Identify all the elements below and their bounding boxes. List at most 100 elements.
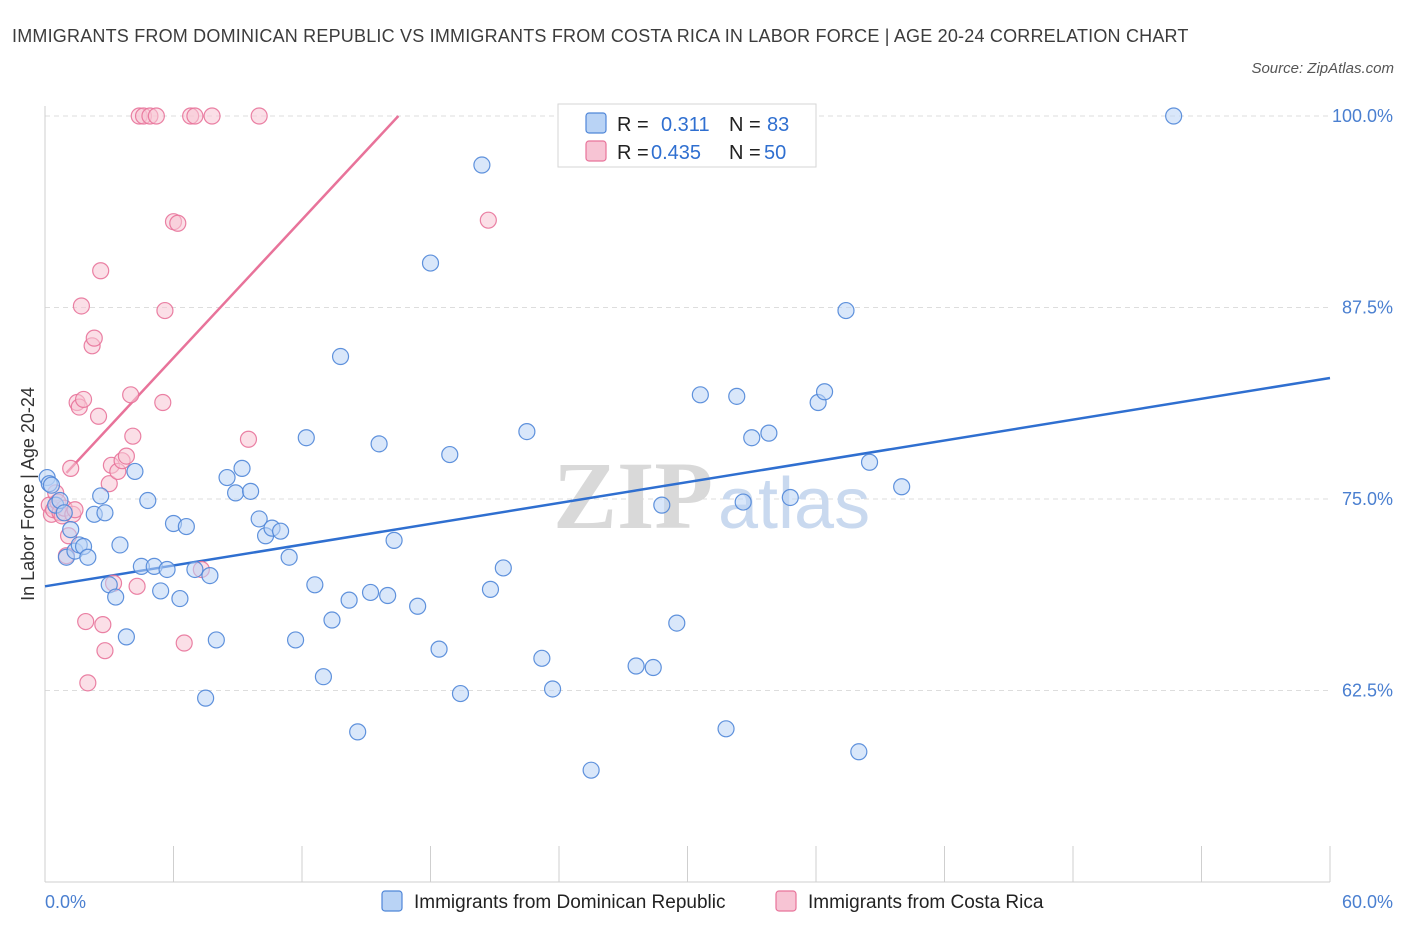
legend-n-label-2: N = — [729, 142, 761, 164]
point-dominican-republic — [92, 487, 110, 505]
point-dominican-republic — [201, 566, 219, 585]
point-costa-rica — [239, 430, 258, 448]
point-dominican-republic — [451, 684, 470, 703]
trend-line-dominican-republic — [44, 376, 1331, 588]
point-dominican-republic — [543, 680, 562, 698]
point-dominican-republic — [340, 591, 358, 609]
x-tick-label-min: 0.0% — [45, 892, 86, 912]
legend-r-label-1: R = — [617, 114, 649, 136]
point-dominican-republic — [781, 488, 799, 507]
y-tick-label: 87.5% — [1342, 298, 1393, 318]
point-dominican-republic — [349, 723, 367, 741]
trend-line-costa-rica — [65, 115, 400, 474]
point-dominican-republic — [379, 586, 397, 605]
point-dominican-republic — [242, 482, 260, 500]
y-tick-label: 62.5% — [1342, 681, 1393, 701]
point-costa-rica — [77, 612, 95, 631]
point-dominican-republic — [107, 588, 125, 606]
point-costa-rica — [169, 214, 187, 232]
point-costa-rica — [156, 301, 174, 320]
point-dominican-republic — [717, 720, 735, 738]
chart-title: IMMIGRANTS FROM DOMINICAN REPUBLIC VS IM… — [12, 26, 1189, 46]
point-dominican-republic — [152, 582, 170, 600]
point-dominican-republic — [55, 504, 73, 522]
point-dominican-republic — [177, 517, 195, 536]
point-dominican-republic — [760, 424, 778, 442]
point-dominican-republic — [644, 658, 662, 677]
point-dominican-republic — [207, 631, 225, 649]
point-dominican-republic — [370, 435, 388, 453]
point-dominican-republic — [197, 689, 215, 707]
point-dominican-republic — [743, 429, 761, 447]
x-tick-labels: 0.0% 60.0% — [45, 892, 1393, 912]
legend-r-label-2: R = — [617, 142, 649, 164]
point-dominican-republic — [734, 493, 752, 511]
y-tick-label: 75.0% — [1342, 489, 1393, 509]
point-dominican-republic — [430, 640, 448, 658]
legend-n-label-1: N = — [729, 114, 761, 136]
y-axis-label: In Labor Force | Age 20-24 — [18, 387, 38, 601]
point-dominican-republic — [218, 468, 236, 487]
point-dominican-republic — [250, 510, 268, 528]
point-dominican-republic — [227, 484, 245, 502]
point-dominican-republic — [481, 580, 500, 598]
point-dominican-republic — [837, 301, 855, 320]
point-dominican-republic — [306, 576, 324, 594]
point-dominican-republic — [96, 504, 114, 522]
point-costa-rica — [74, 390, 93, 409]
legend-swatch-pink — [585, 140, 607, 162]
point-costa-rica — [250, 107, 268, 125]
point-dominican-republic — [627, 657, 645, 675]
trend-lines — [44, 115, 1331, 588]
point-dominican-republic — [815, 383, 834, 401]
point-costa-rica — [100, 475, 118, 493]
source-label: Source: ZipAtlas.com — [1251, 60, 1394, 77]
legend-n-value-2: 50 — [764, 142, 786, 164]
point-costa-rica — [479, 211, 497, 229]
point-dominican-republic — [494, 559, 512, 577]
point-dominican-republic — [441, 445, 459, 464]
grid-lines — [45, 115, 1330, 691]
point-dominican-republic — [42, 476, 61, 494]
point-costa-rica — [154, 393, 172, 412]
point-dominican-republic — [385, 531, 403, 549]
y-tick-label: 100.0% — [1332, 106, 1393, 126]
point-dominican-republic — [314, 668, 333, 686]
point-dominican-republic — [691, 386, 709, 404]
legend: R = 0.311 N = 83 R = 0.435 N = 50 — [557, 103, 817, 168]
point-dominican-republic — [850, 743, 868, 761]
point-dominican-republic — [668, 614, 686, 632]
point-costa-rica — [89, 407, 108, 425]
axes — [44, 106, 1331, 883]
point-dominican-republic — [409, 597, 427, 615]
point-dominican-republic — [653, 496, 671, 514]
point-costa-rica — [147, 107, 165, 125]
point-costa-rica — [85, 329, 103, 347]
point-dominican-republic — [233, 459, 251, 477]
point-dominican-republic — [79, 548, 97, 566]
point-dominican-republic — [361, 583, 380, 602]
point-costa-rica — [62, 459, 80, 477]
point-dominican-republic — [331, 347, 350, 366]
point-dominican-republic — [860, 453, 879, 471]
legend-r-value-1: 0.311 — [661, 114, 710, 136]
data-points — [38, 107, 1183, 779]
point-dominican-republic — [1165, 107, 1183, 125]
x-tick-label-max: 60.0% — [1342, 892, 1393, 912]
point-dominican-republic — [280, 548, 298, 566]
point-costa-rica — [79, 674, 97, 692]
point-costa-rica — [92, 262, 110, 280]
point-dominican-republic — [297, 429, 315, 447]
point-dominican-republic — [186, 560, 204, 579]
point-dominican-republic — [171, 589, 189, 608]
point-costa-rica — [122, 386, 140, 404]
point-costa-rica — [203, 107, 221, 125]
point-dominican-republic — [286, 631, 305, 649]
point-dominican-republic — [126, 462, 144, 481]
bottom-legend-label-blue: Immigrants from Dominican Republic — [414, 892, 726, 913]
watermark-zip: ZIP — [553, 442, 713, 549]
point-dominican-republic — [139, 491, 157, 510]
bottom-legend-label-pink: Immigrants from Costa Rica — [808, 892, 1044, 913]
point-dominican-republic — [62, 521, 80, 539]
